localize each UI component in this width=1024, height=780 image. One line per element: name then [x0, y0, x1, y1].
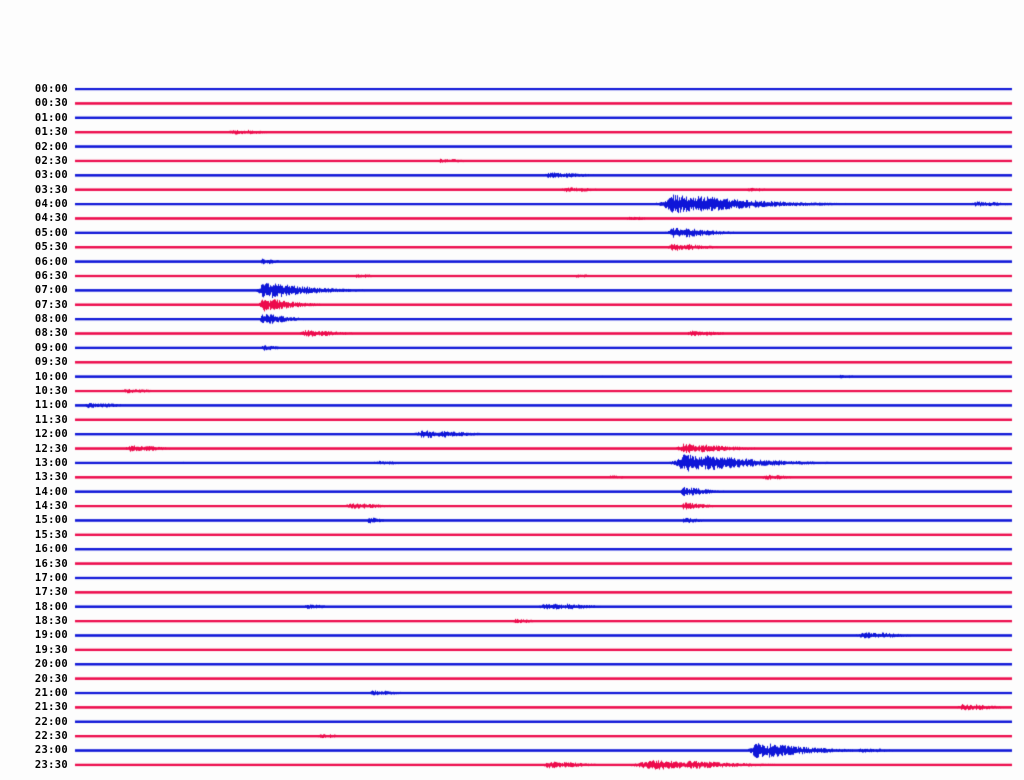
- time-tick-0900: 09:00: [34, 341, 68, 354]
- time-tick-1500: 15:00: [34, 514, 68, 527]
- time-tick-0430: 04:30: [34, 212, 68, 225]
- time-tick-2300: 23:00: [34, 744, 68, 757]
- time-tick-1330: 13:30: [34, 471, 68, 484]
- time-tick-0100: 01:00: [34, 111, 68, 124]
- time-tick-1300: 13:00: [34, 456, 68, 469]
- time-tick-1730: 17:30: [34, 586, 68, 599]
- time-tick-1000: 10:00: [34, 370, 68, 383]
- time-tick-0300: 03:00: [34, 169, 68, 182]
- time-tick-2200: 22:00: [34, 715, 68, 728]
- time-tick-0700: 07:00: [34, 284, 68, 297]
- time-tick-1700: 17:00: [34, 571, 68, 584]
- time-tick-0400: 04:00: [34, 198, 68, 211]
- time-tick-0330: 03:30: [34, 183, 68, 196]
- time-tick-0230: 02:30: [34, 154, 68, 167]
- time-tick-0800: 08:00: [34, 313, 68, 326]
- time-tick-1130: 11:30: [34, 413, 68, 426]
- time-tick-0600: 06:00: [34, 255, 68, 268]
- time-tick-0030: 00:30: [34, 97, 68, 110]
- time-tick-0630: 06:30: [34, 269, 68, 282]
- time-tick-1400: 14:00: [34, 485, 68, 498]
- time-tick-2030: 20:30: [34, 672, 68, 685]
- time-tick-1900: 19:00: [34, 629, 68, 642]
- time-tick-0130: 01:30: [34, 126, 68, 139]
- time-tick-1100: 11:00: [34, 399, 68, 412]
- time-tick-1600: 16:00: [34, 543, 68, 556]
- time-tick-0000: 00:00: [34, 83, 68, 95]
- time-tick-2330: 23:30: [34, 758, 68, 771]
- time-tick-1530: 15:30: [34, 528, 68, 541]
- time-tick-0830: 08:30: [34, 327, 68, 340]
- time-tick-0530: 05:30: [34, 241, 68, 254]
- time-tick-1630: 16:30: [34, 557, 68, 570]
- time-tick-2230: 22:30: [34, 730, 68, 743]
- time-tick-0730: 07:30: [34, 298, 68, 311]
- time-axis: 00:00 00:30 01:00 01:30 02:00 02:30 03:00 03:30…: [0, 0, 75, 780]
- time-tick-1800: 18:00: [34, 600, 68, 613]
- time-tick-2000: 20:00: [34, 658, 68, 671]
- time-tick-1930: 19:30: [34, 643, 68, 656]
- time-tick-1230: 12:30: [34, 442, 68, 455]
- time-tick-0500: 05:00: [34, 226, 68, 239]
- time-tick-2130: 21:30: [34, 701, 68, 714]
- time-tick-0930: 09:30: [34, 356, 68, 369]
- time-tick-0200: 02:00: [34, 140, 68, 153]
- time-tick-2100: 21:00: [34, 686, 68, 699]
- time-tick-1830: 18:30: [34, 615, 68, 628]
- time-tick-1030: 10:30: [34, 384, 68, 397]
- time-tick-1430: 14:30: [34, 500, 68, 513]
- time-tick-1200: 12:00: [34, 428, 68, 441]
